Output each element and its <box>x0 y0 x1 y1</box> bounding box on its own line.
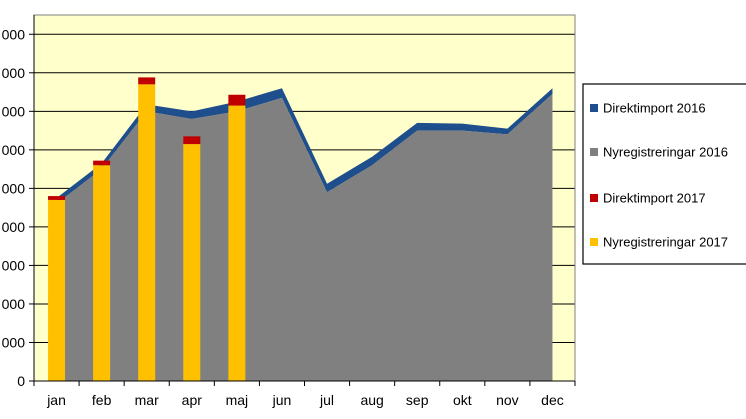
legend-swatch <box>590 194 598 202</box>
x-tick-label: okt <box>453 392 472 408</box>
area-series <box>56 88 553 382</box>
bar-nyregistreringar-2017 <box>138 84 156 382</box>
legend: Direktimport 2016 Nyregistreringar 2016 Di… <box>582 83 746 265</box>
bar-nyregistreringar-2017 <box>183 144 201 381</box>
legend-swatch <box>590 238 598 246</box>
legend-label: Direktimport 2016 <box>603 101 706 116</box>
axes <box>29 14 576 386</box>
y-tick-label: 000 <box>2 180 26 196</box>
bar-direktimport-2017 <box>93 160 111 166</box>
bar-direktimport-2017 <box>228 94 246 106</box>
area-nyregistreringar-2016 <box>56 93 553 382</box>
y-tick-label: 000 <box>2 142 26 158</box>
x-tick-label: mar <box>135 392 159 408</box>
bar-direktimport-2017 <box>138 77 156 85</box>
bar-nyregistreringar-2017 <box>228 105 246 382</box>
bar-direktimport-2017 <box>48 196 66 200</box>
x-tick-label: nov <box>496 392 519 408</box>
y-tick-label: 0 <box>17 373 25 389</box>
legend-box <box>582 83 746 265</box>
y-tick-label: 000 <box>2 103 26 119</box>
bar-direktimport-2017 <box>183 136 201 145</box>
x-tick-label: dec <box>541 392 564 408</box>
legend-label: Nyregistreringar 2017 <box>603 235 728 250</box>
y-tick-label: 000 <box>2 257 26 273</box>
x-tick-label: maj <box>226 392 249 408</box>
x-tick-label: jun <box>272 392 292 408</box>
legend-swatch <box>590 148 598 156</box>
x-tick-label: feb <box>92 392 112 408</box>
y-tick-label: 000 <box>2 219 26 235</box>
legend-label: Direktimport 2017 <box>603 191 706 206</box>
x-tick-label: sep <box>406 392 429 408</box>
bar-series <box>48 77 246 382</box>
bar-nyregistreringar-2017 <box>48 199 66 381</box>
y-tick-label: 000 <box>2 334 26 350</box>
legend-swatch <box>590 104 598 112</box>
x-tick-label: apr <box>182 392 203 408</box>
legend-label: Nyregistreringar 2016 <box>603 145 728 160</box>
x-tick-label: aug <box>360 392 383 408</box>
y-tick-label: 000 <box>2 65 26 81</box>
bar-nyregistreringar-2017 <box>93 165 111 381</box>
y-tick-label: 000 <box>2 26 26 42</box>
x-tick-labels: jan feb mar apr maj jun jul aug sep okt nov dec <box>46 392 564 408</box>
x-tick-label: jan <box>46 392 66 408</box>
x-tick-label: jul <box>319 392 334 408</box>
y-tick-label: 000 <box>2 296 26 312</box>
